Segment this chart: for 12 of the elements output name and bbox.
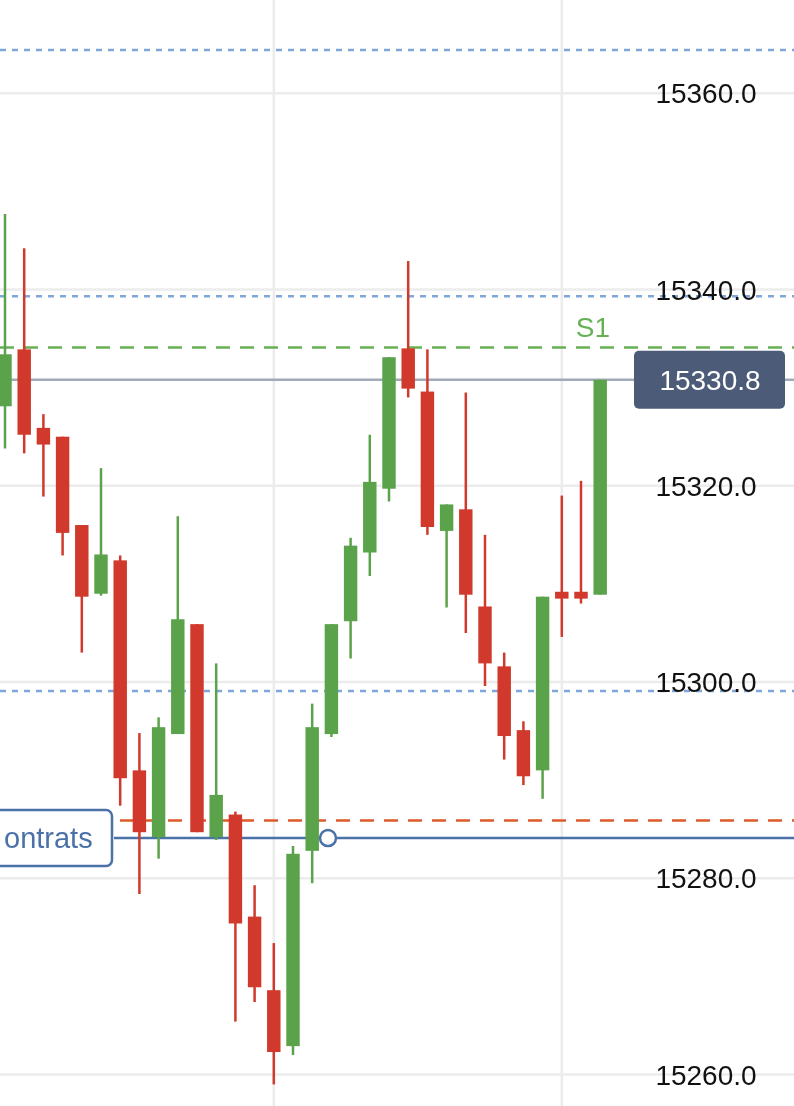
candlestick xyxy=(555,494,569,639)
y-tick-label: 15320.0 xyxy=(655,470,757,502)
y-tick-label: 15260.0 xyxy=(655,1059,757,1091)
y-tick-label: 15280.0 xyxy=(655,863,757,895)
candlestick xyxy=(36,412,51,498)
y-tick-label: 15340.0 xyxy=(655,274,757,306)
ref-line-label: ontrats xyxy=(4,822,93,855)
ref-line-label: 15330.8 xyxy=(659,364,761,396)
y-tick-label: 15300.0 xyxy=(655,667,757,699)
y-tick-label: 15360.0 xyxy=(655,78,757,110)
candlestick xyxy=(574,479,588,605)
ref-line-label: S1 xyxy=(575,312,610,344)
